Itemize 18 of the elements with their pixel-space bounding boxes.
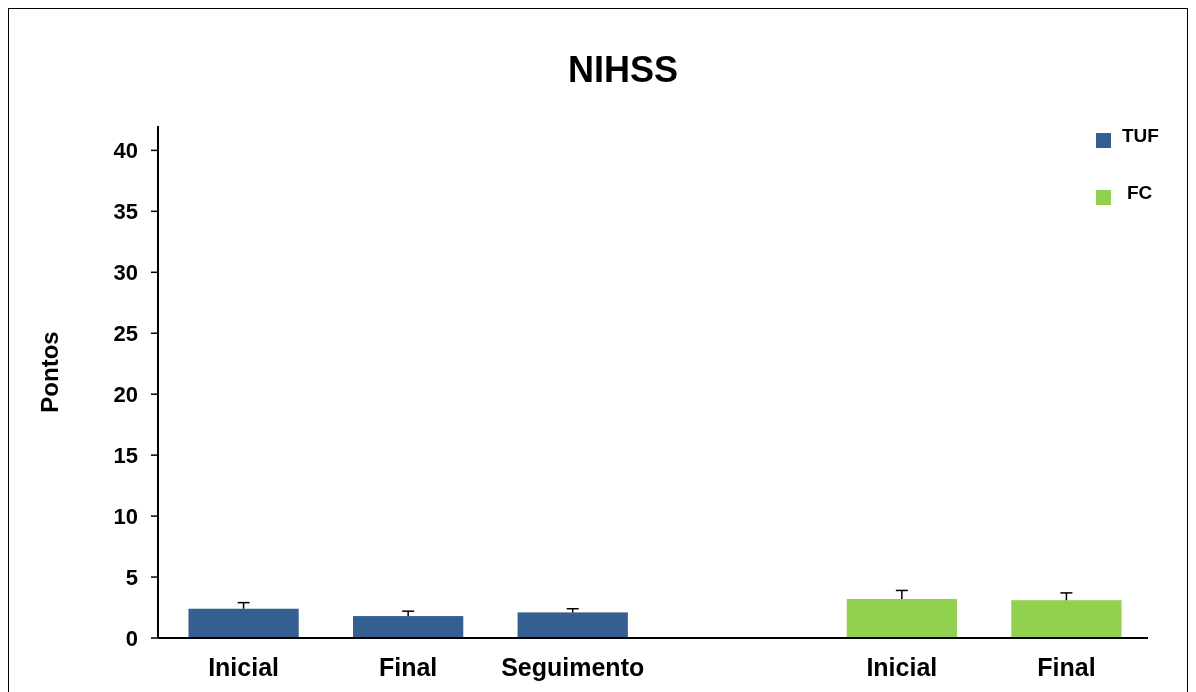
y-tick-label: 25	[113, 320, 138, 346]
legend-label: TUF	[1122, 124, 1159, 146]
y-tick-label: 5	[125, 564, 138, 590]
y-tick-label: 0	[125, 625, 138, 651]
y-tick-label: 15	[113, 442, 138, 468]
y-tick-label: 35	[113, 199, 138, 225]
y-tick-label: 40	[113, 138, 138, 164]
chart-title: NIHSS	[567, 49, 679, 90]
x-tick-label: Inicial	[208, 653, 280, 681]
y-tick-label: 20	[113, 381, 138, 407]
x-tick-label: Seguimento	[501, 653, 645, 681]
y-tick-label: 30	[113, 259, 138, 285]
x-tick-label: Final	[1037, 653, 1096, 681]
legend-label: FC	[1127, 181, 1153, 203]
y-axis-title: Pontos	[36, 331, 63, 413]
x-tick-label: Inicial	[866, 653, 938, 681]
x-tick-label: Final	[378, 653, 438, 681]
y-tick-label: 10	[113, 503, 138, 529]
